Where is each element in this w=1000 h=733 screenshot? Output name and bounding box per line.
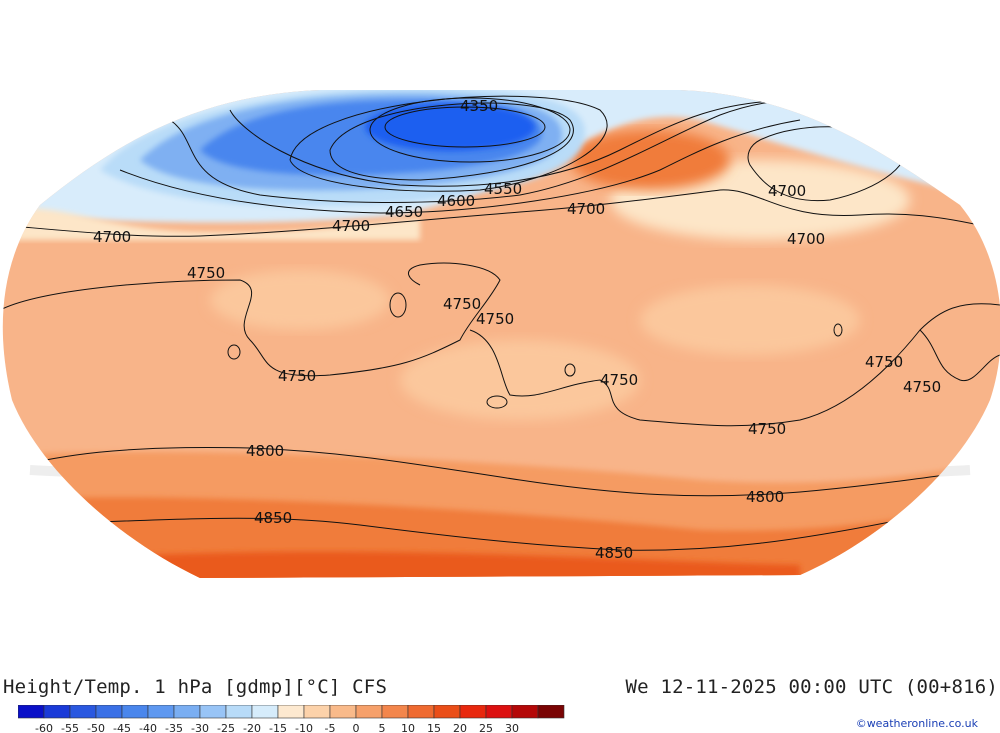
colorbar-swatch xyxy=(433,705,461,719)
pale-patch xyxy=(210,270,390,330)
contour-label: 4700 xyxy=(332,217,370,235)
colorbar-tick-label: -35 xyxy=(165,722,183,733)
contour-label: 4700 xyxy=(768,182,806,200)
contour-4600 xyxy=(169,99,801,203)
credit-link[interactable]: ©weatheronline.co.uk xyxy=(855,717,978,730)
colorbar-tick-label: -40 xyxy=(139,722,157,733)
colorbar-swatch xyxy=(537,705,565,719)
contour-label: 4700 xyxy=(93,228,131,246)
contour-4800 xyxy=(2,446,1000,497)
colorbar-swatch xyxy=(199,705,227,719)
contour-label: 4350 xyxy=(460,97,498,115)
contour-label: 4750 xyxy=(278,367,316,385)
valid-time: We 12-11-2025 00:00 UTC (00+816) xyxy=(625,676,998,698)
colorbar-swatch xyxy=(485,705,513,719)
contour-4450 xyxy=(329,102,574,181)
contour-label: 4850 xyxy=(595,544,633,562)
colorbar-swatch xyxy=(407,705,435,719)
contour-closed-small xyxy=(486,395,508,409)
colorbar-tick-label: 20 xyxy=(453,722,467,733)
contour-4500 xyxy=(289,95,608,192)
colorbar-tick-label: -50 xyxy=(87,722,105,733)
map-area: 4350 4550 4600 4650 4700 4700 4700 4700 … xyxy=(2,90,1000,578)
contour-label: 4750 xyxy=(443,295,481,313)
colorbar-tick-label: -55 xyxy=(61,722,79,733)
colorbar-tick-label: 10 xyxy=(401,722,415,733)
colorbar-tick-label: 15 xyxy=(427,722,441,733)
cream-strip xyxy=(2,207,420,240)
colorbar-swatch xyxy=(251,705,279,719)
colorbar-tick-label: -5 xyxy=(325,722,336,733)
colorbar-tick-label: -15 xyxy=(269,722,287,733)
colorbar-tick-label: -20 xyxy=(243,722,261,733)
colorbar-tick-label: 25 xyxy=(479,722,493,733)
contour-closed-small xyxy=(389,292,407,318)
contour-label: 4700 xyxy=(787,230,825,248)
contour-label: 4850 xyxy=(254,509,292,527)
colorbar-swatch xyxy=(329,705,357,719)
contour-label: 4750 xyxy=(903,378,941,396)
colorbar-swatch xyxy=(459,705,487,719)
colorbar-swatch xyxy=(121,705,149,719)
contour-4750-west xyxy=(2,262,501,377)
warm-patch xyxy=(570,130,730,190)
contour-closed-small xyxy=(833,323,843,337)
pale-patch xyxy=(400,340,640,420)
pale-patch xyxy=(640,285,860,355)
colorbar-swatch xyxy=(381,705,409,719)
colorbar-swatch xyxy=(173,705,201,719)
contour-4550 xyxy=(229,99,801,187)
colorbar-swatch xyxy=(43,705,71,719)
colorbar-tick-label: -25 xyxy=(217,722,235,733)
contour-4700-south xyxy=(2,189,1000,237)
temperature-field xyxy=(2,90,1000,578)
colorbar-swatch xyxy=(355,705,383,719)
colorbar-swatch xyxy=(69,705,97,719)
colorbar-swatch xyxy=(277,705,305,719)
cold-core-center xyxy=(365,103,535,151)
contour-label: 4550 xyxy=(484,180,522,198)
map-title: Height/Temp. 1 hPa [gdmp][°C] CFS xyxy=(3,676,388,698)
contour-label: 4750 xyxy=(600,371,638,389)
colorbar-tick-label: -45 xyxy=(113,722,131,733)
contour-label: 4650 xyxy=(385,203,423,221)
contour-4400 xyxy=(369,97,571,163)
contour-label: 4700 xyxy=(567,200,605,218)
colorbar-tick-label: 5 xyxy=(379,722,386,733)
contour-label: 4750 xyxy=(748,420,786,438)
contour-closed-small xyxy=(564,363,576,377)
colorbar-tick-label: -10 xyxy=(295,722,313,733)
colorbar-tick-label: -60 xyxy=(35,722,53,733)
weather-map: 4350 4550 4600 4650 4700 4700 4700 4700 … xyxy=(2,90,1000,578)
colorbar-tick-label: -30 xyxy=(191,722,209,733)
warmest-band xyxy=(150,551,800,578)
contour-label: 4600 xyxy=(437,192,475,210)
colorbar-tick-label: 30 xyxy=(505,722,519,733)
contour-label: 4750 xyxy=(865,353,903,371)
colorbar-swatch xyxy=(511,705,539,719)
colorbar-swatch xyxy=(95,705,123,719)
colorbar-swatch xyxy=(303,705,331,719)
contour-labels: 4350 4550 4600 4650 4700 4700 4700 4700 … xyxy=(93,97,941,562)
contour-label: 4750 xyxy=(476,310,514,328)
colorbar-swatch xyxy=(18,705,45,719)
colorbar-swatch xyxy=(147,705,175,719)
contour-4650 xyxy=(119,119,801,214)
contour-label: 4800 xyxy=(246,442,284,460)
colorbar-tick-label: 0 xyxy=(353,722,360,733)
contour-4750-far-east xyxy=(919,329,1000,382)
colorbar: -60 -55 -50 -45 -40 -35 -30 -25 -20 -15 -10 -5 0 5 10 1… xyxy=(18,705,565,733)
contour-4350 xyxy=(384,106,546,148)
contour-4850 xyxy=(99,517,901,551)
colorbar-swatch xyxy=(225,705,253,719)
contour-label: 4800 xyxy=(746,488,784,506)
contour-label: 4750 xyxy=(187,264,225,282)
contour-closed-small xyxy=(227,344,241,360)
